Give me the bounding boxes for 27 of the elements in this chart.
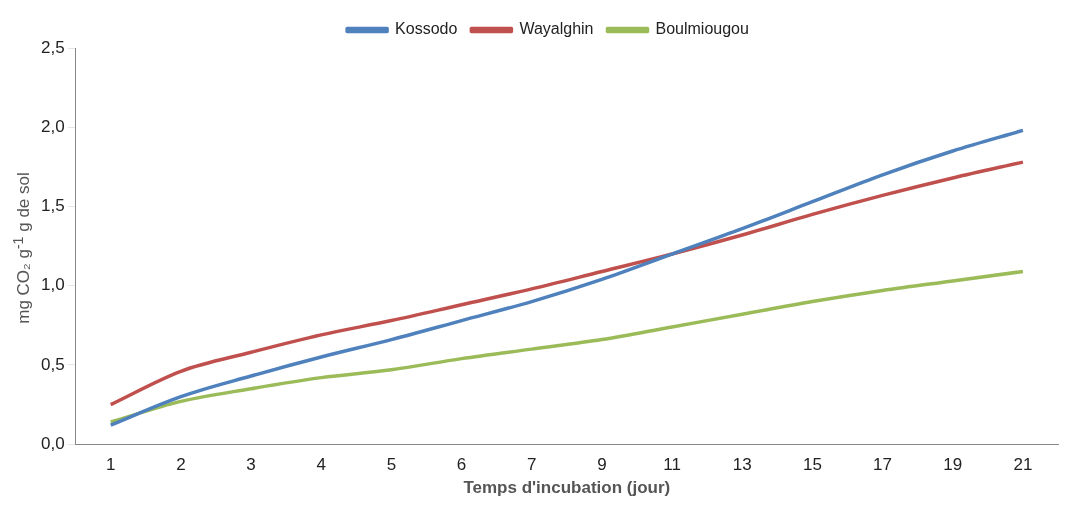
legend-label: Boulmiougou [655,20,749,38]
y-tick-label: 2,0 [40,116,65,136]
x-tick-label: 1 [105,455,116,475]
line-series [108,269,1025,424]
x-tick-label: 3 [246,455,256,475]
x-axis-title: Temps d'incubation (jour) [463,478,671,498]
x-tick-label: 19 [943,455,963,475]
x-tick-label: 5 [386,455,397,475]
x-tick-label: 21 [1013,455,1033,475]
legend-label: Wayalghin [519,20,594,38]
line-series [108,160,1025,407]
x-tick-label: 15 [802,455,822,475]
x-tick-label: 6 [456,455,467,475]
legend-label: Kossodo [395,20,458,38]
line-series [108,128,1025,427]
y-tick-label: 0,0 [40,433,65,453]
y-tick-label: 1,5 [40,196,65,216]
x-tick-label: 17 [873,455,893,475]
x-tick-label: 7 [527,455,537,475]
x-tick-label: 4 [316,455,326,475]
x-tick-label: 9 [597,455,607,475]
x-tick-label: 13 [732,455,752,475]
y-tick-label: 0,5 [40,354,65,374]
x-tick-label: 11 [663,455,681,475]
x-tick-label: 2 [176,455,186,475]
y-tick-label: 2,5 [40,37,65,57]
y-tick-label: 1,0 [40,275,65,295]
